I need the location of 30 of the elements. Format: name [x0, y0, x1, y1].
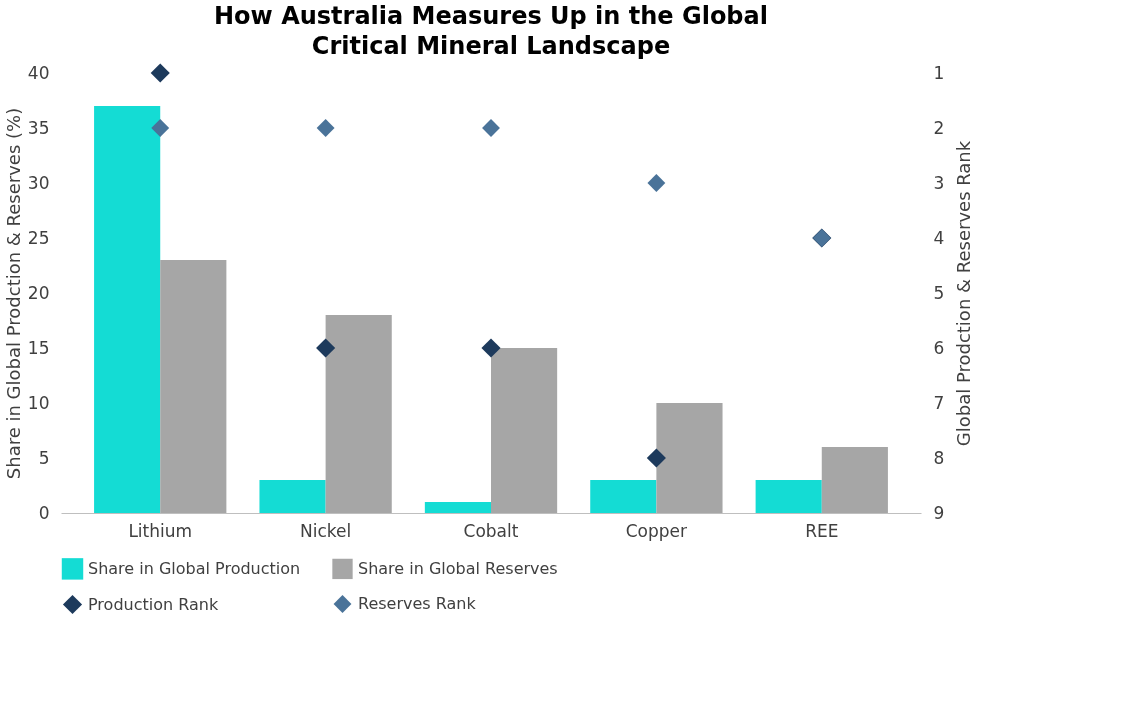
- y-tick-label: 35: [27, 117, 50, 138]
- y2-tick-label: 1: [933, 62, 945, 83]
- legend-label: Share in Global Reserves: [358, 558, 558, 578]
- y-tick-label: 20: [27, 282, 50, 303]
- y2-tick-label: 9: [933, 502, 945, 523]
- y2-axis-title: Global Prodction & Reserves Rank: [953, 140, 975, 447]
- y2-tick-label: 2: [933, 117, 945, 138]
- y2-tick-label: 5: [933, 282, 945, 303]
- y2-tick-label: 4: [933, 227, 945, 248]
- y-tick-label: 10: [27, 392, 50, 413]
- x-tick-label: Lithium: [128, 520, 193, 541]
- x-tick-label: REE: [805, 520, 839, 541]
- y2-tick-label: 3: [933, 172, 945, 193]
- y-tick-label: 15: [27, 337, 50, 358]
- legend-label: Reserves Rank: [358, 594, 477, 613]
- legend-label: Production Rank: [88, 594, 219, 614]
- y-tick-label: 30: [27, 172, 50, 193]
- y-axis-title: Share in Global Prodction & Reserves (%): [2, 107, 24, 480]
- y2-tick-label: 8: [933, 447, 945, 468]
- x-tick-label: Cobalt: [463, 520, 519, 541]
- y-tick-label: 40: [27, 62, 50, 83]
- chart-title: How Australia Measures Up in the Global Critical Mineral Landscape: [214, 2, 768, 61]
- y2-tick-label: 7: [933, 392, 945, 413]
- y2-tick-label: 6: [933, 337, 945, 358]
- x-tick-label: Copper: [625, 520, 688, 541]
- legend-label: Share in Global Production: [88, 558, 301, 578]
- y-tick-label: 25: [27, 227, 50, 248]
- y-tick-label: 5: [38, 447, 50, 468]
- y-tick-label: 0: [38, 502, 50, 523]
- x-tick-label: Nickel: [300, 520, 352, 541]
